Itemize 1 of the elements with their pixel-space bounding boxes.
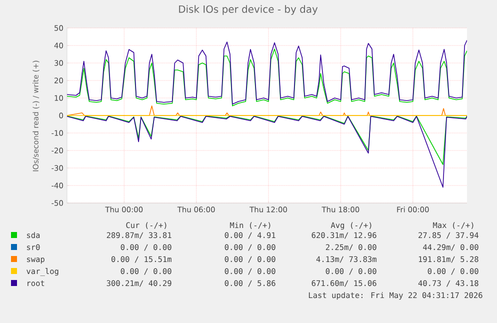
chart-title: Disk IOs per device - by day — [179, 5, 318, 15]
